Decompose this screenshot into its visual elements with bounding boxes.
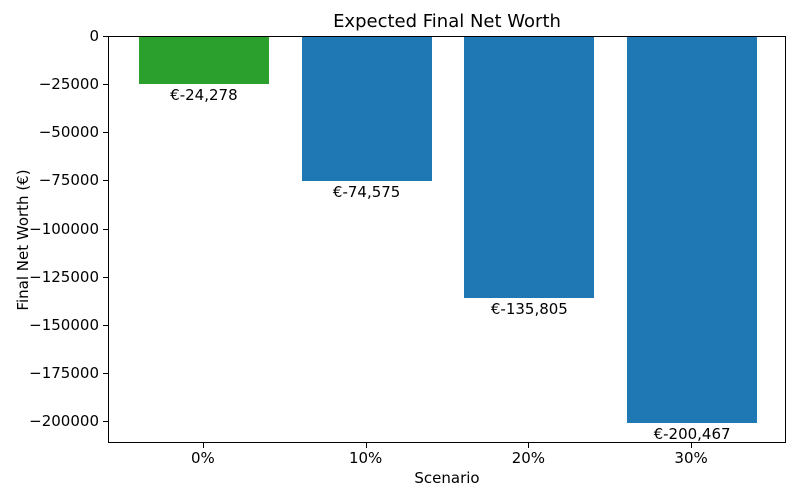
y-tick-label: −25000 [38, 75, 99, 94]
bar-value-label: €-74,575 [332, 182, 401, 201]
bar-value-label: €-135,805 [490, 300, 568, 319]
y-tick-label: 0 [89, 27, 99, 45]
x-tick-label: 10% [348, 449, 383, 467]
plot-area: €-24,278 €-74,575 €-135,805 €-200,467 [108, 36, 786, 443]
bar-0% [138, 37, 269, 84]
bar-10% [301, 37, 432, 181]
x-tick-label: 30% [674, 449, 708, 467]
y-tick-label: −125000 [29, 267, 99, 286]
x-tick-mark [365, 443, 367, 448]
y-tick-mark [103, 276, 108, 278]
y-tick-label: −100000 [29, 219, 99, 238]
y-tick-mark [103, 132, 108, 134]
y-tick-mark [103, 372, 108, 374]
y-tick-mark [103, 180, 108, 182]
x-tick-mark [691, 443, 693, 448]
y-tick-mark [103, 324, 108, 326]
y-tick-label: −150000 [29, 315, 99, 334]
y-axis-label: Final Net Worth (€) [14, 169, 32, 311]
x-tick-label: 0% [191, 449, 215, 467]
x-tick-mark [528, 443, 530, 448]
chart-title: Expected Final Net Worth [333, 11, 561, 32]
y-tick-mark [103, 36, 108, 37]
bar-value-label: €-24,278 [170, 85, 238, 104]
bar-30% [626, 37, 758, 423]
x-axis-label: Scenario [414, 469, 480, 487]
y-tick-label: −75000 [38, 171, 99, 190]
bar-20% [464, 37, 595, 299]
y-tick-label: −50000 [38, 123, 99, 142]
y-tick-mark [103, 84, 108, 86]
y-tick-mark [103, 421, 108, 423]
bar-value-label: €-200,467 [653, 424, 731, 443]
y-tick-label: −175000 [29, 363, 99, 382]
x-tick-mark [202, 443, 204, 448]
y-tick-mark [103, 228, 108, 230]
y-tick-label: −200000 [29, 412, 99, 431]
x-tick-label: 20% [511, 449, 546, 467]
